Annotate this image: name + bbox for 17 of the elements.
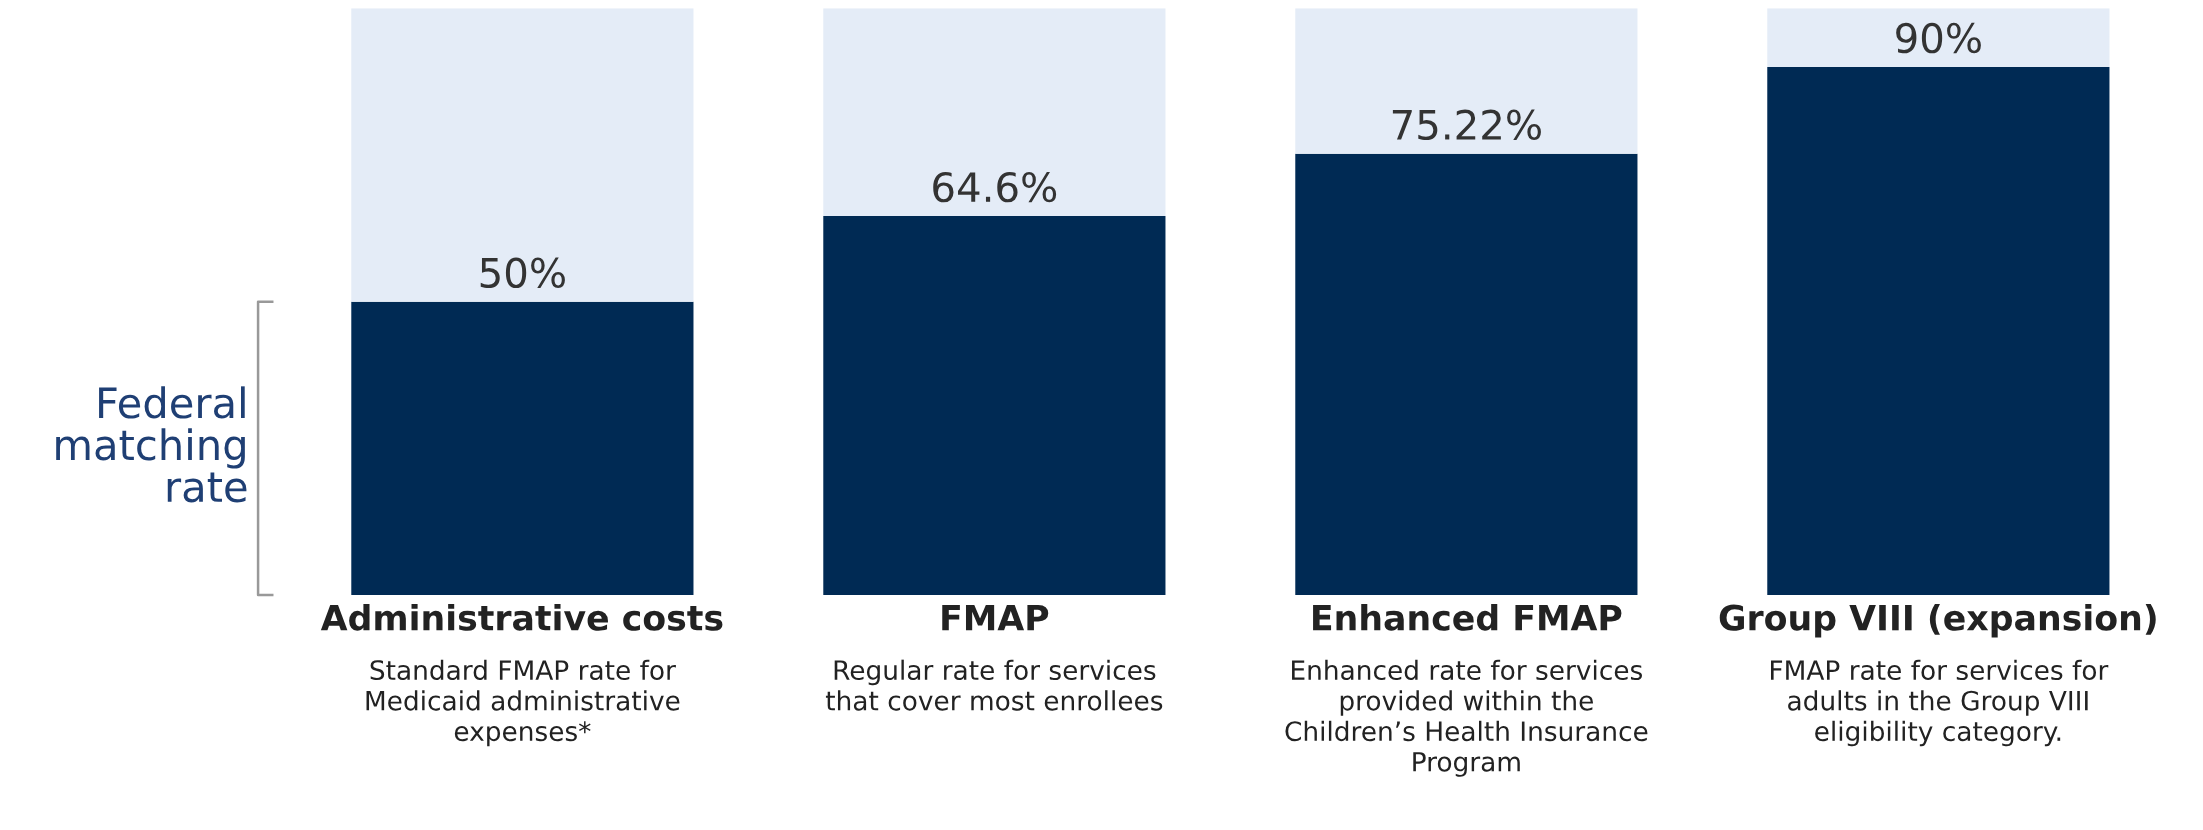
data-label: 90%	[1896, 22, 1981, 54]
x-tick-label: Group VIII (expansion) FMAP rate for services for adults in the Group VIII eligibility category.	[1719, 603, 2156, 747]
bar	[351, 301, 694, 596]
data-label: 75.22%	[1392, 109, 1541, 141]
bar	[1295, 153, 1638, 596]
bar	[1767, 8, 2110, 67]
bar	[823, 216, 1166, 596]
x-tick-label: Administrative costs Standard FMAP rate for Medicaid administrative expenses*	[320, 603, 723, 747]
bar	[1295, 8, 1638, 154]
bar	[351, 8, 694, 302]
y-axis-title: Federal matching rate	[56, 386, 247, 503]
x-tick-label: Enhanced FMAP Enhanced rate for services provided within the Children’s Health Insurance Program	[1285, 603, 1648, 777]
x-tick-label: FMAP Regular rate for services that cover most enrollees	[825, 604, 1163, 711]
bar	[823, 8, 1166, 217]
data-label: 64.6%	[933, 171, 1057, 203]
data-label: 50%	[480, 257, 565, 289]
bar	[1767, 66, 2110, 596]
